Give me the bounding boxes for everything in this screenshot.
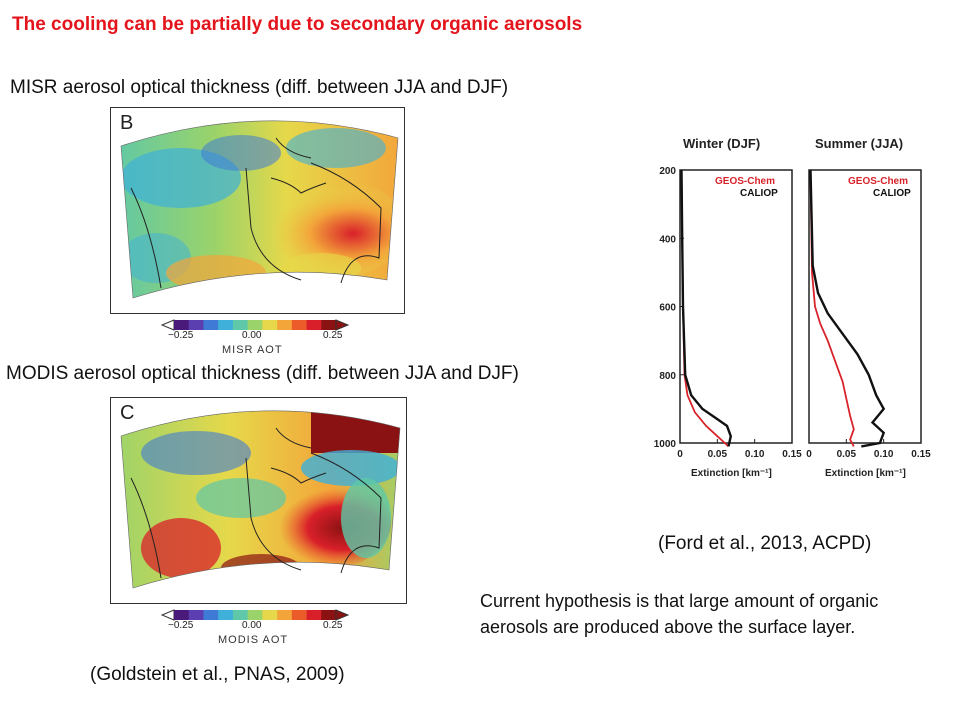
misr-cb-title: MISR AOT [222,344,283,356]
colorbar-swatch [247,610,263,620]
misr-map-graphic [120,120,399,299]
colorbar-swatch [232,610,248,620]
colorbar-swatch [203,320,219,330]
modis-map-graphic [120,410,401,589]
winter-legend-caliop: CALIOP [740,188,778,199]
colorbar-swatch [306,320,322,330]
ford-citation: (Ford et al., 2013, ACPD) [658,533,872,554]
series-line-caliop [809,169,886,448]
colorbar-swatch [218,320,234,330]
colorbar-max-arrow [335,319,350,331]
colorbar-swatch [174,610,190,620]
misr-colorbar-strip [160,319,350,331]
colorbar-swatch [291,610,307,620]
summer-legend-caliop: CALIOP [873,188,911,199]
modis-map: C [110,397,407,604]
modis-cb-tick-min: −0.25 [168,620,194,631]
colorbar-swatch [291,320,307,330]
series-line-geos-chem [809,169,855,447]
modis-cb-title: MODIS AOT [218,634,289,646]
colorbar-swatch [262,320,278,330]
summer-panel-title: Summer (JJA) [815,136,904,151]
misr-cb-tick-max: 0.25 [323,330,343,341]
misr-caption: MISR aerosol optical thickness (diff. be… [10,77,509,98]
modis-panel-letter: C [120,402,135,424]
modis-cb-tick-zero: 0.00 [242,620,262,631]
colorbar-swatch [321,320,337,330]
y-tick-label: 400 [659,234,676,245]
colorbar-max-arrow [335,609,350,621]
modis-caption: MODIS aerosol optical thickness (diff. b… [6,363,519,384]
x-tick-label: 0.05 [708,449,728,460]
x-tick-label: 0 [806,449,812,460]
x-tick-label: 0.10 [874,449,894,460]
summer-legend-geos: GEOS-Chem [848,176,909,187]
winter-legend-geos: GEOS-Chem [715,176,776,187]
misr-map: B [110,107,405,314]
series-line-caliop [680,169,733,447]
colorbar-swatch [218,610,234,620]
colorbar-swatch [277,610,293,620]
goldstein-citation: (Goldstein et al., PNAS, 2009) [90,664,345,685]
series-line-geos-chem [680,169,730,448]
colorbar-swatch [306,610,322,620]
colorbar-swatch [277,320,293,330]
summer-xlabel: Extinction [km⁻¹] [825,468,906,479]
x-tick-label: 0.05 [837,449,857,460]
winter-xlabel: Extinction [km⁻¹] [691,468,772,479]
misr-panel-letter: B [120,112,134,134]
colorbar-min-arrow [160,609,175,621]
x-tick-label: 0.15 [911,449,931,460]
colorbar-swatch [188,610,204,620]
x-tick-label: 0.10 [745,449,765,460]
modis-cb-tick-max: 0.25 [323,620,343,631]
colorbar-swatch [247,320,263,330]
misr-cb-tick-zero: 0.00 [242,330,262,341]
colorbar-swatch [203,610,219,620]
slide-title: The cooling can be partially due to seco… [12,14,583,35]
colorbar-swatch [188,320,204,330]
y-tick-label: 1000 [654,439,677,450]
misr-colorbar: −0.25 0.00 0.25 MISR AOT [160,318,350,366]
modis-colorbar: −0.25 0.00 0.25 MODIS AOT [160,608,350,656]
extinction-profile-figure: Winter (DJF) Summer (JJA) 0 0.05 0.10 0.15 2… [645,128,945,488]
colorbar-swatch [174,320,190,330]
colorbar-min-arrow [160,319,175,331]
hypothesis-text: Current hypothesis is that large amount … [480,591,879,637]
x-tick-label: 0 [677,449,683,460]
y-tick-label: 800 [659,371,676,382]
profile-frame [808,169,922,444]
modis-colorbar-strip [160,609,350,621]
colorbar-swatch [262,610,278,620]
colorbar-swatch [232,320,248,330]
winter-panel-title: Winter (DJF) [683,136,761,151]
colorbar-swatch [321,610,337,620]
x-tick-label: 0.15 [782,449,802,460]
misr-cb-tick-min: −0.25 [168,330,194,341]
y-tick-label: 200 [659,166,676,177]
y-tick-label: 600 [659,303,676,314]
